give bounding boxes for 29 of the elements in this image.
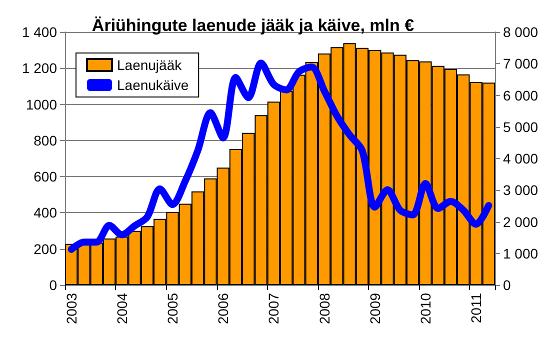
y-tick-label: 1 400 (22, 24, 58, 40)
y-tick-label: 200 (34, 240, 58, 257)
x-tick-label: 2011 (468, 292, 484, 324)
y2-tick-label: 1 000 (503, 245, 538, 262)
y-tick-label: 600 (34, 168, 58, 185)
y-tick-label: 0 (49, 277, 58, 293)
y2-tick-label: 5 000 (503, 118, 538, 135)
legend-label: Laenujääk (117, 57, 183, 73)
y-tick-label: 1000 (26, 96, 58, 112)
y2-tick-label: 6 000 (503, 87, 538, 104)
x-tick-label: 2010 (417, 292, 434, 324)
x-tick-label: 2003 (63, 292, 80, 324)
x-tick-label: 2007 (266, 292, 282, 324)
y2-tick-label: 2 000 (503, 214, 538, 230)
y2-tick-label: 3 000 (503, 182, 538, 198)
x-tick-label: 2009 (366, 292, 383, 324)
y-tick-label: 400 (34, 204, 58, 221)
chart-title: Äriühingute laenude jääk ja käive, mln € (92, 16, 415, 35)
y-tick-label: 1 200 (22, 60, 58, 76)
y2-tick-label: 0 (503, 277, 511, 293)
y-tick-label: 800 (34, 132, 58, 148)
legend-label: Laenukäive (117, 77, 189, 93)
x-tick-label: 2008 (316, 292, 332, 324)
y2-tick-label: 4 000 (503, 150, 538, 166)
x-tick-label: 2006 (215, 292, 232, 324)
x-tick-label: 2004 (114, 292, 130, 324)
y2-tick-label: 7 000 (503, 56, 538, 72)
y2-tick-label: 8 000 (503, 24, 538, 40)
x-tick-label: 2005 (164, 292, 180, 324)
